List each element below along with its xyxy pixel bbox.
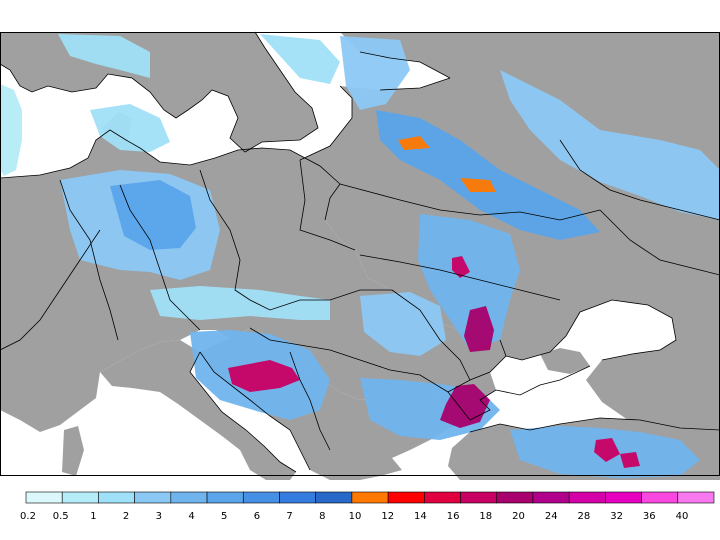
legend-label-4: 3 (156, 511, 162, 522)
border-internal-e (249, 327, 449, 451)
legend-swatch-0 (25, 491, 63, 504)
precip-ukraine-hotspot (452, 256, 470, 278)
precip-denmark-cluster (90, 104, 170, 152)
legend-swatch-2 (98, 491, 135, 504)
legend-swatch-9 (351, 491, 389, 504)
border-coastline-scandinavia (0, 31, 319, 153)
legend-swatch-8 (315, 491, 353, 504)
legend-label-20: 40 (676, 511, 689, 522)
border-internal-f (0, 179, 119, 351)
precip-moldova-hotspot (464, 306, 494, 352)
precip-russia-band (500, 70, 720, 220)
legend-swatch-14 (532, 491, 570, 504)
border-coastline-black-sea (447, 299, 677, 421)
border-russia-east (559, 139, 720, 276)
legend-label-9: 8 (319, 511, 325, 522)
legend-label-8: 7 (286, 511, 292, 522)
precipitation-map (0, 31, 720, 480)
precip-norway-strip (0, 84, 22, 176)
legend-label-6: 5 (221, 511, 227, 522)
legend-swatch-4 (170, 491, 208, 504)
precip-hungary-austria-strip (150, 286, 330, 320)
land-sardinia (62, 426, 84, 476)
legend-swatches (25, 491, 715, 504)
legend-swatch-12 (460, 491, 498, 504)
precip-croatia-hotspot (228, 360, 300, 392)
legend-label-7: 6 (254, 511, 260, 522)
legend-swatch-11 (424, 491, 461, 504)
precip-belarus-band (376, 110, 600, 240)
legend-label-2: 1 (90, 511, 96, 522)
legend-label-16: 24 (545, 511, 558, 522)
legend-swatch-15 (568, 491, 606, 504)
precipitation-legend: 0.2 0.5 1 2 3 4 5 6 7 8 10 12 14 16 18 20 24 28 32 36 40 (20, 491, 715, 522)
legend-label-13: 16 (447, 511, 460, 522)
land-crimea (540, 348, 590, 374)
border-internal-c (299, 159, 601, 251)
legend-swatch-5 (206, 491, 244, 504)
legend-label-17: 28 (578, 511, 591, 522)
legend-label-14: 18 (479, 511, 492, 522)
country-borders (0, 31, 720, 473)
border-coastline-baltic (0, 129, 341, 221)
legend-swatch-7 (279, 491, 316, 504)
border-coastline-adriatic (189, 351, 311, 473)
legend-label-18: 32 (610, 511, 623, 522)
legend-label-11: 12 (381, 511, 394, 522)
border-internal-a (119, 184, 201, 331)
precip-bulgaria-hotspot (440, 384, 490, 428)
precip-turkey-hotspot (594, 438, 640, 468)
legend-label-19: 36 (643, 511, 656, 522)
precip-belarus-orange (398, 136, 496, 192)
legend-label-10: 10 (349, 511, 362, 522)
precip-germany-core (110, 180, 196, 250)
precip-baltic-band (340, 36, 410, 110)
legend-swatch-16 (605, 491, 642, 504)
precip-romania-patch (360, 292, 446, 356)
legend-label-15: 20 (512, 511, 525, 522)
legend-swatch-17 (641, 491, 679, 504)
precip-scandinavia-coast (58, 34, 340, 84)
legend-swatch-18 (677, 491, 715, 504)
border-internal-d (359, 254, 561, 381)
legend-label-5: 4 (188, 511, 194, 522)
legend-label-3: 2 (123, 511, 129, 522)
border-finland (299, 51, 451, 161)
land-scandinavia (0, 32, 318, 152)
border-internal-b (199, 169, 392, 311)
legend-label-1: 0.5 (53, 511, 69, 522)
legend-labels: 0.2 0.5 1 2 3 4 5 6 7 8 10 12 14 16 18 20 24 28 32 36 40 (20, 511, 688, 522)
legend-label-0: 0.2 (20, 511, 36, 522)
legend-swatch-1 (61, 491, 99, 504)
legend-swatch-3 (134, 491, 172, 504)
legend-label-12: 14 (414, 511, 427, 522)
precip-layer (0, 34, 720, 478)
legend-swatch-6 (242, 491, 280, 504)
legend-swatch-13 (496, 491, 534, 504)
legend-swatch-10 (387, 491, 425, 504)
land-italy (100, 340, 296, 480)
border-coastline-turkey (469, 417, 720, 433)
precip-ukraine-band (418, 214, 520, 350)
